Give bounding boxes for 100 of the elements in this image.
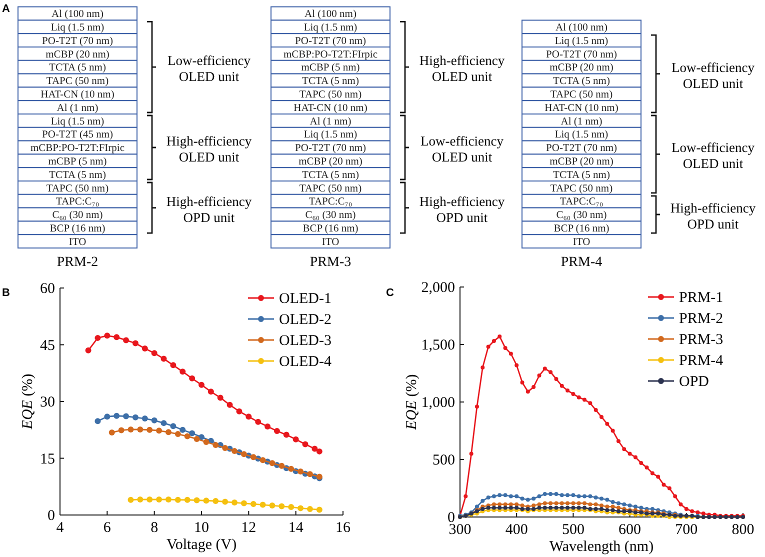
point [566,501,570,506]
point [537,494,542,498]
point [232,500,238,506]
point [508,494,513,498]
point [156,428,162,434]
category-label: ITO [68,236,87,248]
y-axis-title: EQE (%) [404,374,420,431]
category-label: PO-T2T (70 nm) [546,143,618,154]
point [508,506,513,510]
category-label: Al (100 nm) [304,9,357,20]
point [639,506,644,510]
point [240,500,247,506]
point [616,506,620,510]
point [514,502,519,506]
point [250,501,256,508]
text: High-efficiency OLED unit [419,53,505,84]
point [616,439,620,444]
point [123,337,130,344]
point [142,416,148,422]
category-label: PO-T2T (70 nm) [42,36,114,47]
point [610,500,615,504]
point [526,498,530,502]
point [189,430,196,436]
point [532,385,536,390]
category-label: BCP (16 nm) [554,224,610,234]
point [180,426,186,433]
point [701,512,706,516]
category-label: C₆₀ (30 nm) [556,210,608,222]
point [594,506,598,511]
point [312,446,318,452]
category-label: TAPC:C₇₀ [560,196,604,208]
point [492,494,496,498]
point [194,497,200,504]
point [165,496,172,502]
point [222,445,228,452]
point [684,506,688,511]
text: Low-efficiency OLED unit [672,140,755,172]
y-tick-label: 0 [48,508,55,524]
point [633,504,638,509]
point [480,366,485,370]
x-tick-label: 4 [56,520,64,536]
point [160,420,167,426]
point [662,482,666,487]
point [174,431,181,438]
category-label: TAPC (50 nm) [550,90,614,100]
category-label: TAPC (50 nm) [550,183,614,194]
y-tick-label: 45 [40,338,55,354]
point [114,412,120,419]
point [132,340,138,346]
point [548,370,553,374]
point [560,501,564,506]
point [283,432,290,438]
category-label: PO-T2T (45 nm) [42,130,114,141]
category-label: TCTA (5 nm) [302,76,360,88]
y-tick-label: 15 [40,451,55,468]
point [532,496,536,501]
point [250,454,256,460]
point [184,433,190,440]
point [260,502,266,508]
category-label: Liq (1.5 nm) [304,22,358,34]
x-tick-label: 16 [336,520,351,536]
point [576,501,581,506]
point [486,344,490,349]
point [594,502,598,506]
point [306,506,313,512]
category-label: BCP (16 nm) [302,224,359,234]
point [236,408,242,414]
point [184,496,190,503]
point [582,501,587,506]
point [639,460,644,465]
legend-label: PRM-2 [679,311,724,327]
point [189,375,196,382]
point [656,474,660,479]
point [576,395,581,400]
point [180,368,186,375]
x-tick-label: 300 [448,522,472,538]
point [464,494,468,498]
x-tick-label: 400 [505,522,528,538]
x-tick-label: 12 [241,520,256,536]
point [514,506,519,510]
point [208,388,214,395]
point [571,501,576,506]
point [498,493,502,498]
category-label: ITO [322,236,340,248]
point [298,468,304,474]
point [302,441,308,448]
category-label: mCBP (5 nm) [48,156,108,168]
point [650,471,654,476]
category-label: ITO [572,236,591,248]
point [554,492,558,496]
point [85,347,92,354]
legend-label: OLED-3 [279,333,332,349]
legend-label: PRM-1 [679,290,724,306]
point [588,494,592,498]
category-label: Liq (1.5 nm) [554,130,609,141]
point [226,402,233,408]
point [554,501,558,506]
text: A [2,3,10,15]
point [198,434,204,440]
point [600,496,604,501]
